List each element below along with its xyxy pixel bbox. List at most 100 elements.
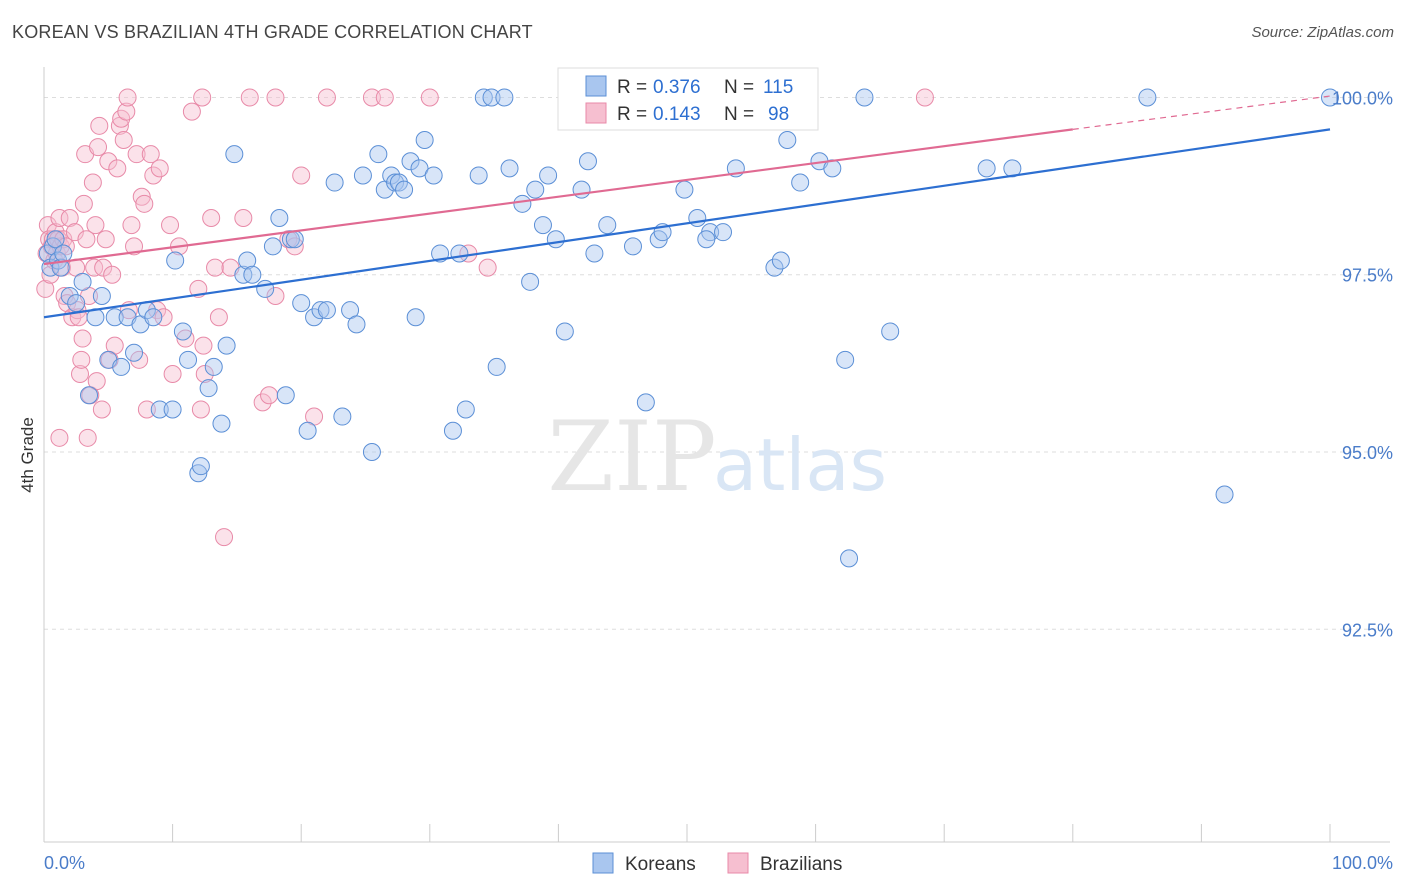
data-point [263,237,282,256]
data-point [487,357,506,376]
data-point [135,194,154,213]
data-point [791,173,810,192]
data-point [85,258,104,277]
data-point [50,209,69,227]
data-point [41,265,60,284]
legend-n-label-brazilians: N = [724,104,754,125]
data-point [1321,88,1339,107]
data-point [60,287,79,305]
data-point [555,322,574,341]
data-point [191,400,210,419]
data-point [176,329,195,348]
data-point [144,166,163,185]
source-label: Source: ZipAtlas.com [1251,24,1394,41]
tick-labels: 100.0% 97.5% 95.0% 92.5% 0.0% 100.0% [44,88,1393,873]
data-point [199,379,218,398]
data-point [697,230,716,249]
data-point [189,464,208,483]
data-point [193,88,212,107]
data-point [54,230,73,249]
data-point [578,152,597,171]
data-point [266,287,285,305]
data-point [125,237,144,256]
data-point [141,145,160,164]
koreans-points [38,88,1339,568]
trend-line-brazilians [43,128,1073,266]
legend-swatch-brazilians [585,102,607,124]
data-point [513,194,532,213]
data-point [415,131,434,149]
data-point [74,194,93,213]
data-point [688,209,707,227]
brazilians-points [36,88,934,547]
y-tick-label: 97.5% [1342,266,1393,286]
y-tick-label: 100.0% [1332,88,1393,108]
data-point [260,386,279,405]
data-point [204,357,223,376]
data-point [1138,88,1157,107]
data-point [92,400,111,419]
data-point [526,180,545,199]
data-point [292,294,311,313]
data-point [353,166,372,185]
data-point [362,88,381,107]
data-point [881,322,900,341]
data-point [77,230,96,249]
data-point [424,166,443,185]
data-point [94,258,113,277]
data-point [209,308,228,327]
data-point [105,308,124,327]
data-point [401,152,420,171]
data-point [194,336,213,355]
data-point [225,145,244,164]
data-point [836,350,855,369]
data-point [78,428,97,447]
data-point [87,372,106,391]
data-point [240,88,259,107]
data-point [539,166,558,185]
bottom-legend-swatch-brazilians [727,852,749,874]
legend-r-label-koreans: R = [617,77,647,98]
data-point [117,102,136,121]
legend-r-value-brazilians: 0.143 [653,104,701,125]
data-point [179,350,198,369]
data-point [572,180,591,199]
legend-n-label-koreans: N = [724,77,754,98]
data-point [90,116,109,135]
data-point [234,209,253,227]
data-point [521,272,540,291]
data-point [311,301,330,320]
data-point [163,400,182,419]
grid-lines [44,96,1390,630]
data-point [173,322,192,341]
data-point [292,166,311,185]
bottom-legend-swatch-koreans [592,852,614,874]
data-point [420,88,439,107]
data-point [636,393,655,412]
data-point [585,244,604,263]
data-point [298,421,317,440]
data-point [395,180,414,199]
data-point [977,159,996,178]
data-point [108,159,127,178]
data-point [623,237,642,256]
data-point [369,145,388,164]
data-point [456,400,475,419]
data-point [127,145,146,164]
data-point [92,287,111,305]
x-tick-label: 100.0% [1332,853,1393,873]
data-point [46,230,65,249]
legend-r-label-brazilians: R = [617,104,647,125]
data-point [83,173,102,192]
data-point [50,428,69,447]
data-point [163,365,182,383]
data-point [73,272,92,291]
data-point [276,386,295,405]
data-point [122,216,141,235]
data-point [495,88,514,107]
data-point [714,223,733,242]
legend-n-value-koreans: 115 [763,77,793,98]
data-point [212,414,231,433]
data-point [478,258,497,277]
data-point [154,308,173,327]
